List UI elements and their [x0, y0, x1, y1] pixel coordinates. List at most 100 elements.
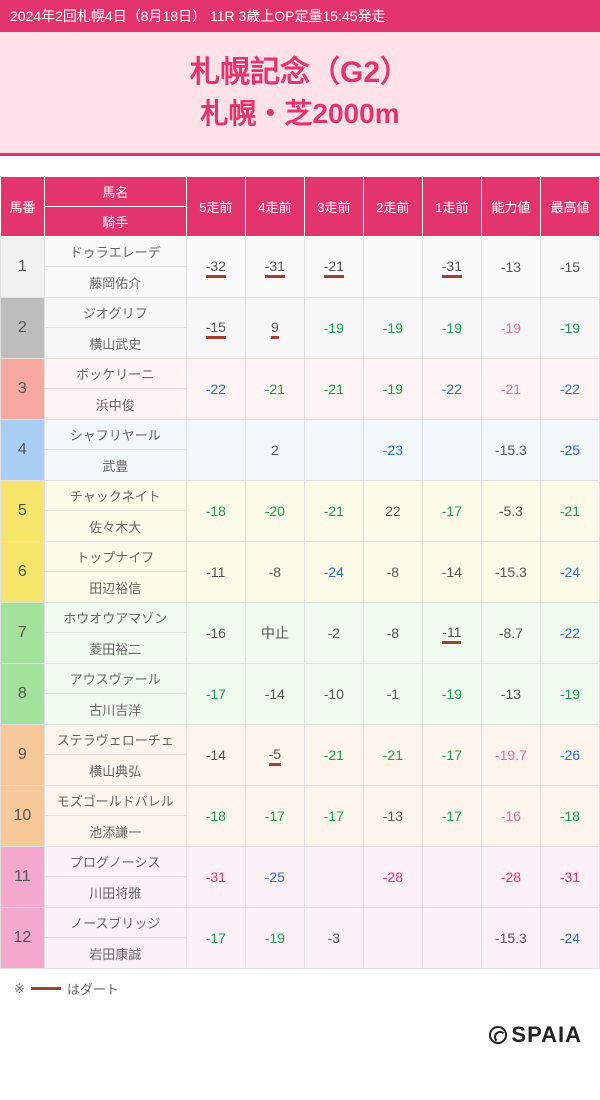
col-r2-header: 2走前: [363, 177, 422, 237]
value-cell: -24: [560, 928, 580, 948]
value-cell: -22: [442, 379, 462, 399]
col-best-header: 最高値: [540, 177, 599, 237]
horse-name-cell: シャフリヤール武豊: [44, 420, 186, 481]
race-card: 2024年2回札幌4日（8月18日） 11R 3歳上OP定量15:45発走 札幌…: [0, 0, 600, 1066]
value-cell: -18: [560, 806, 580, 826]
value-cell: -28: [383, 867, 403, 887]
jockey-name: 古川吉洋: [45, 694, 186, 724]
value-cell: -17: [265, 806, 285, 826]
value-cell: -26: [560, 745, 580, 765]
value-cell: -8: [387, 562, 399, 582]
value-cell: -8: [269, 562, 281, 582]
horse-name: ボッケリーニ: [45, 359, 186, 389]
jockey-name: 田辺裕信: [45, 572, 186, 602]
value-cell: -17: [442, 501, 462, 521]
value-cell: -31: [265, 256, 285, 278]
value-cell: -18: [206, 501, 226, 521]
jockey-name: 池添謙一: [45, 816, 186, 846]
value-cell: -19: [324, 318, 344, 338]
value-cell: -31: [206, 867, 226, 887]
value-cell: -32: [206, 256, 226, 278]
table-header: 馬番 馬名 5走前 4走前 3走前 2走前 1走前 能力値 最高値 騎手: [1, 177, 600, 237]
entries-table: 馬番 馬名 5走前 4走前 3走前 2走前 1走前 能力値 最高値 騎手 1ドゥ…: [0, 176, 600, 969]
value-cell: -24: [324, 562, 344, 582]
horse-name: ステラヴェローチェ: [45, 725, 186, 755]
brand-icon: [489, 1026, 507, 1044]
col-num-header: 馬番: [1, 177, 45, 237]
col-r5-header: 5走前: [186, 177, 245, 237]
horse-name-cell: ノースブリッジ岩田康誠: [44, 908, 186, 969]
horse-name-cell: モズゴールドバレル池添謙一: [44, 786, 186, 847]
table-row: 10モズゴールドバレル池添謙一-18-17-17-13-17-16-18: [1, 786, 600, 847]
value-cell: -15: [560, 257, 580, 277]
value-cell: -16: [206, 623, 226, 643]
value-cell: -28: [501, 867, 521, 887]
jockey-name: 岩田康誠: [45, 938, 186, 968]
value-cell: -2: [328, 623, 340, 643]
col-r3-header: 3走前: [304, 177, 363, 237]
table-row: 3ボッケリーニ浜中俊-22-21-21-19-22-21-22: [1, 359, 600, 420]
horse-number: 12: [1, 908, 45, 969]
value-cell: -19: [265, 928, 285, 948]
value-cell: -13: [383, 806, 403, 826]
horse-name-cell: ドゥラエレーデ藤岡佑介: [44, 237, 186, 298]
horse-name: シャフリヤール: [45, 420, 186, 450]
value-cell: -3: [328, 928, 340, 948]
horse-number: 2: [1, 298, 45, 359]
horse-name-cell: アウスヴァール古川吉洋: [44, 664, 186, 725]
horse-number: 3: [1, 359, 45, 420]
jockey-name: 佐々木大: [45, 511, 186, 541]
value-cell: -14: [442, 562, 462, 582]
value-cell: 22: [385, 501, 401, 521]
value-cell: -17: [324, 806, 344, 826]
value-cell: -19: [442, 318, 462, 338]
col-jockey-header: 騎手: [44, 207, 186, 237]
jockey-name: 横山武史: [45, 328, 186, 358]
dirt-line-icon: [31, 987, 61, 990]
value-cell: -21: [560, 501, 580, 521]
value-cell: -19.7: [495, 745, 527, 765]
horse-name-cell: チャックネイト佐々木大: [44, 481, 186, 542]
value-cell: -15.3: [495, 562, 527, 582]
value-cell: -5: [269, 744, 281, 766]
value-cell: -24: [560, 562, 580, 582]
horse-name-cell: ステラヴェローチェ横山典弘: [44, 725, 186, 786]
value-cell: -25: [265, 867, 285, 887]
horse-name: プログノーシス: [45, 847, 186, 877]
table-row: 7ホウオウアマゾン菱田裕二-16中止-2-8-11-8.7-22: [1, 603, 600, 664]
value-cell: -15: [206, 317, 226, 339]
value-cell: -31: [442, 256, 462, 278]
value-cell: -11: [442, 622, 461, 644]
value-cell: 中止: [261, 621, 289, 645]
value-cell: -17: [442, 806, 462, 826]
value-cell: -13: [501, 684, 521, 704]
horse-name-cell: ホウオウアマゾン菱田裕二: [44, 603, 186, 664]
col-r1-header: 1走前: [422, 177, 481, 237]
horse-number: 9: [1, 725, 45, 786]
value-cell: -19: [560, 318, 580, 338]
value-cell: -21: [324, 379, 344, 399]
table-row: 2ジオグリフ横山武史-159-19-19-19-19-19: [1, 298, 600, 359]
value-cell: -21: [324, 256, 344, 278]
horse-number: 4: [1, 420, 45, 481]
dirt-legend: ※ はダート: [0, 969, 600, 1008]
horse-name: アウスヴァール: [45, 664, 186, 694]
value-cell: -22: [560, 623, 580, 643]
value-cell: -14: [265, 684, 285, 704]
table-row: 8アウスヴァール古川吉洋-17-14-10-1-19-13-19: [1, 664, 600, 725]
value-cell: -1: [387, 684, 399, 704]
value-cell: -19: [442, 684, 462, 704]
value-cell: -8.7: [499, 623, 523, 643]
value-cell: -5.3: [499, 501, 523, 521]
race-title: 札幌記念（G2）: [10, 52, 590, 94]
value-cell: -31: [560, 867, 580, 887]
table-row: 6トップナイフ田辺裕信-11-8-24-8-14-15.3-24: [1, 542, 600, 603]
jockey-name: 川田将雅: [45, 877, 186, 907]
jockey-name: 横山典弘: [45, 755, 186, 785]
value-cell: -13: [501, 257, 521, 277]
value-cell: -25: [560, 440, 580, 460]
value-cell: -17: [206, 928, 226, 948]
jockey-name: 菱田裕二: [45, 633, 186, 663]
horse-number: 8: [1, 664, 45, 725]
value-cell: -22: [560, 379, 580, 399]
